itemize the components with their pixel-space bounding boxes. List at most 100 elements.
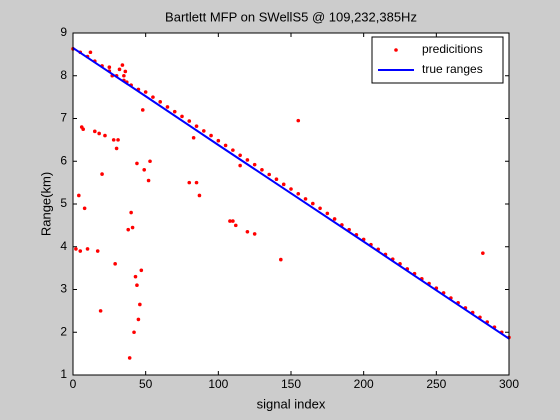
chart-title: Bartlett MFP on SWellS5 @ 109,232,385Hz bbox=[165, 9, 417, 24]
prediction-point bbox=[311, 201, 315, 206]
prediction-point bbox=[223, 143, 228, 148]
prediction-point bbox=[135, 161, 139, 166]
prediction-point bbox=[107, 65, 112, 69]
prediction-point bbox=[136, 317, 141, 322]
prediction-point bbox=[318, 206, 322, 211]
prediction-point bbox=[172, 109, 177, 114]
true-range-line bbox=[72, 47, 510, 340]
prediction-point bbox=[194, 124, 199, 128]
prediction-point bbox=[274, 177, 279, 182]
x-tick-label: 50 bbox=[139, 377, 153, 391]
prediction-point bbox=[209, 133, 213, 138]
prediction-point bbox=[216, 138, 221, 143]
prediction-point bbox=[129, 210, 133, 215]
legend-label: predicitions bbox=[422, 42, 483, 56]
prediction-point bbox=[267, 172, 272, 177]
prediction-point bbox=[231, 148, 235, 152]
prediction-point bbox=[117, 67, 122, 72]
y-tick-label: 4 bbox=[60, 239, 67, 253]
prediction-point bbox=[238, 163, 242, 168]
prediction-point bbox=[303, 197, 308, 201]
prediction-point bbox=[123, 69, 128, 74]
prediction-point bbox=[103, 133, 107, 138]
prediction-point bbox=[113, 262, 117, 266]
prediction-point bbox=[74, 247, 78, 251]
x-tick-label: 100 bbox=[208, 377, 228, 391]
prediction-point bbox=[151, 95, 155, 99]
prediction-point bbox=[228, 219, 232, 223]
y-tick-label: 3 bbox=[60, 282, 67, 296]
prediction-point bbox=[127, 356, 132, 360]
prediction-point bbox=[202, 129, 206, 133]
prediction-point bbox=[78, 249, 83, 253]
prediction-point bbox=[279, 257, 283, 262]
y-tick-label: 9 bbox=[60, 25, 67, 39]
prediction-point bbox=[98, 309, 103, 313]
x-tick-label: 200 bbox=[354, 377, 374, 391]
prediction-point bbox=[135, 283, 139, 288]
prediction-point bbox=[197, 193, 202, 198]
prediction-point bbox=[296, 191, 301, 196]
y-tick-label: 7 bbox=[60, 111, 67, 125]
prediction-point bbox=[289, 187, 293, 191]
prediction-point bbox=[93, 129, 97, 134]
prediction-point bbox=[97, 131, 101, 136]
prediction-point bbox=[139, 268, 144, 273]
prediction-point bbox=[130, 225, 135, 230]
prediction-point bbox=[95, 249, 100, 253]
prediction-point bbox=[100, 172, 104, 176]
prediction-point bbox=[132, 330, 136, 335]
x-axis-label: signal index bbox=[257, 396, 326, 411]
prediction-point bbox=[238, 153, 242, 158]
prediction-point bbox=[187, 180, 192, 185]
x-tick-label: 250 bbox=[426, 377, 446, 391]
plot-area bbox=[73, 33, 509, 375]
prediction-point bbox=[481, 251, 485, 255]
prediction-point bbox=[116, 138, 120, 142]
prediction-point bbox=[233, 223, 238, 228]
x-tick-label: 150 bbox=[281, 377, 301, 391]
prediction-point bbox=[252, 232, 257, 236]
prediction-point bbox=[165, 105, 170, 109]
prediction-point bbox=[194, 180, 199, 185]
prediction-point bbox=[191, 135, 196, 140]
prediction-point bbox=[138, 302, 142, 307]
prediction-point bbox=[122, 73, 126, 78]
x-tick-label: 300 bbox=[499, 377, 519, 391]
y-axis-label: Range(km) bbox=[38, 172, 53, 236]
prediction-point bbox=[158, 100, 162, 104]
y-tick-label: 6 bbox=[60, 153, 67, 167]
legend-label: true ranges bbox=[422, 62, 483, 76]
prediction-point bbox=[325, 211, 330, 216]
prediction-point bbox=[180, 114, 184, 119]
prediction-point bbox=[332, 217, 337, 221]
x-tick-label: 0 bbox=[70, 377, 77, 391]
y-tick-label: 5 bbox=[60, 196, 67, 210]
prediction-point bbox=[231, 219, 235, 223]
prediction-point bbox=[85, 247, 90, 251]
prediction-point bbox=[245, 158, 250, 162]
prediction-point bbox=[126, 227, 131, 232]
prediction-point bbox=[252, 162, 257, 167]
prediction-point bbox=[143, 90, 148, 94]
legend-marker bbox=[394, 48, 398, 52]
prediction-point bbox=[111, 138, 116, 142]
prediction-point bbox=[260, 168, 264, 172]
y-tick-label: 2 bbox=[60, 324, 67, 338]
prediction-point bbox=[77, 193, 81, 198]
prediction-point bbox=[140, 108, 145, 112]
prediction-point bbox=[281, 182, 286, 187]
prediction-point bbox=[148, 159, 152, 164]
prediction-point bbox=[82, 206, 87, 211]
prediction-point bbox=[133, 274, 138, 279]
prediction-point bbox=[296, 118, 301, 123]
axes-box bbox=[72, 32, 510, 376]
prediction-point bbox=[81, 127, 85, 131]
y-tick-label: 8 bbox=[60, 68, 67, 82]
prediction-point bbox=[146, 178, 151, 183]
prediction-point bbox=[187, 119, 192, 123]
prediction-point bbox=[120, 63, 125, 67]
legend-box bbox=[371, 36, 504, 84]
y-tick-label: 1 bbox=[60, 367, 67, 381]
